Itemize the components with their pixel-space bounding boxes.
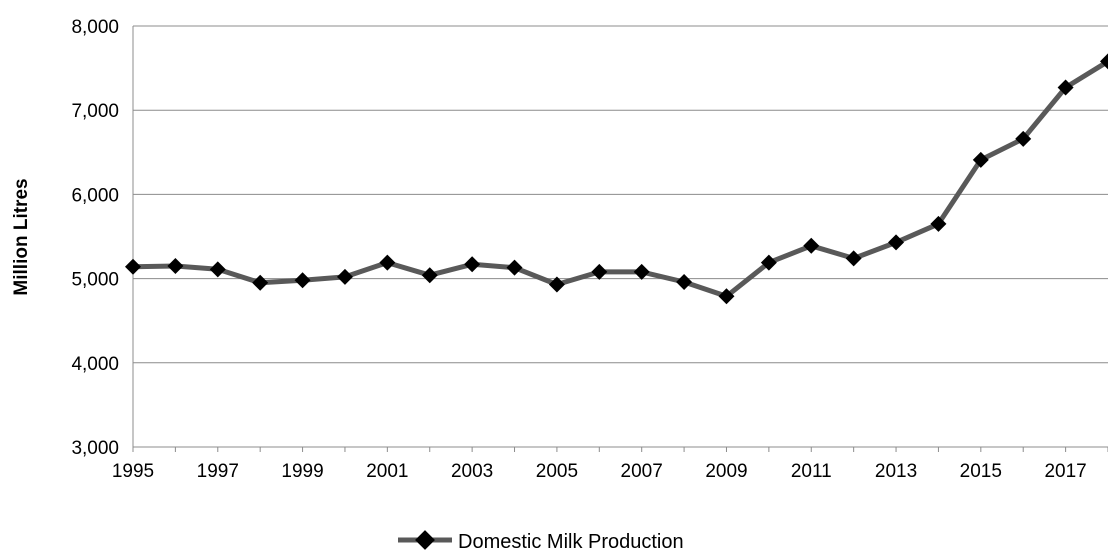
data-point-marker xyxy=(209,261,226,278)
data-point-marker xyxy=(718,288,735,305)
series-layer xyxy=(125,53,1108,305)
x-tick-label: 2005 xyxy=(536,461,578,482)
data-point-marker xyxy=(464,256,481,273)
x-tick-label: 1995 xyxy=(112,461,154,482)
data-point-marker xyxy=(125,258,141,275)
data-point-marker xyxy=(379,254,396,271)
y-tick-label: 8,000 xyxy=(71,17,119,38)
y-tick-label: 4,000 xyxy=(71,354,119,375)
gridlines xyxy=(133,25,1108,364)
x-tick-label: 2009 xyxy=(705,461,747,482)
data-point-marker xyxy=(760,254,777,271)
data-point-marker xyxy=(1100,53,1108,70)
data-point-marker xyxy=(294,272,311,289)
x-tick-label: 1999 xyxy=(281,461,323,482)
data-point-marker xyxy=(803,237,820,254)
data-point-marker xyxy=(1057,79,1074,96)
y-tick-labels: 3,000 4,000 5,000 6,000 7,000 8,000 xyxy=(71,17,119,459)
data-point-marker xyxy=(1015,130,1032,147)
data-point-marker xyxy=(845,250,862,267)
data-point-marker xyxy=(336,268,353,285)
data-point-marker xyxy=(633,263,650,280)
data-point-marker xyxy=(252,274,269,291)
x-tick-label: 2007 xyxy=(621,461,663,482)
x-tick-label: 2011 xyxy=(791,461,832,482)
data-point-marker xyxy=(930,215,947,232)
x-tick-label: 2001 xyxy=(366,461,408,482)
x-tick-label: 2013 xyxy=(875,461,917,482)
x-tick-labels: 1995 1997 1999 2001 2003 2005 2007 2009 2011 2013… xyxy=(112,461,1087,482)
y-tick-label: 3,000 xyxy=(71,438,119,459)
y-tick-label: 5,000 xyxy=(71,270,119,291)
data-point-marker xyxy=(167,257,184,274)
axes xyxy=(132,26,1108,452)
data-point-marker xyxy=(591,263,608,280)
x-tick-label: 2015 xyxy=(960,461,1002,482)
legend: Domestic Milk Production xyxy=(398,530,684,552)
data-point-marker xyxy=(972,151,989,168)
x-tick-label: 1997 xyxy=(197,461,239,482)
data-point-marker xyxy=(676,273,693,290)
y-tick-label: 6,000 xyxy=(71,185,119,206)
x-tick-label: 2003 xyxy=(451,461,493,482)
y-tick-label: 7,000 xyxy=(71,101,119,122)
series-line xyxy=(132,59,1108,299)
legend-diamond-marker xyxy=(415,530,435,550)
data-point-marker xyxy=(888,234,905,251)
data-point-marker xyxy=(548,276,565,293)
data-point-marker xyxy=(421,267,438,284)
y-axis-title: Million Litres xyxy=(11,178,32,295)
x-tick-label: 2017 xyxy=(1044,461,1086,482)
data-point-marker xyxy=(506,259,523,276)
legend-label: Domestic Milk Production xyxy=(458,531,684,552)
